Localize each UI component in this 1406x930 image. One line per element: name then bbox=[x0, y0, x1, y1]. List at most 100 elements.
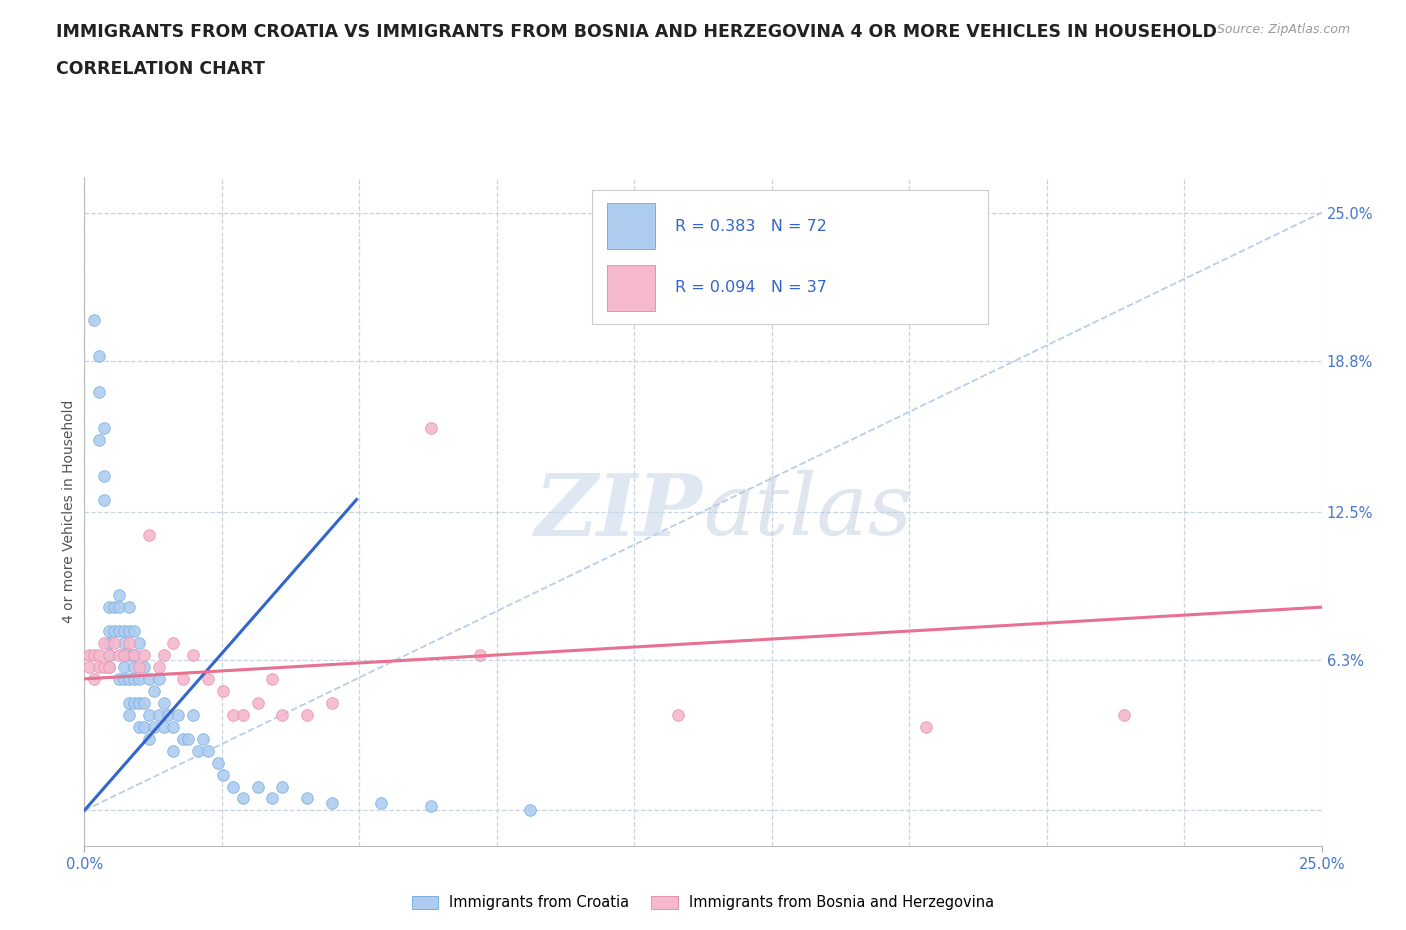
Point bbox=[83, 312, 105, 327]
Point bbox=[262, 671, 284, 686]
Point bbox=[118, 671, 141, 686]
Point bbox=[207, 755, 229, 770]
Point bbox=[89, 659, 111, 674]
Point bbox=[132, 696, 155, 711]
Point bbox=[914, 719, 936, 734]
Point bbox=[122, 659, 145, 674]
Point bbox=[93, 659, 115, 674]
Point bbox=[128, 719, 150, 734]
Point bbox=[222, 708, 245, 723]
Text: ZIP: ZIP bbox=[536, 470, 703, 553]
Point bbox=[89, 384, 111, 399]
Point bbox=[98, 624, 121, 639]
Text: Source: ZipAtlas.com: Source: ZipAtlas.com bbox=[1216, 23, 1350, 36]
Point bbox=[98, 647, 121, 662]
Y-axis label: 4 or more Vehicles in Household: 4 or more Vehicles in Household bbox=[62, 400, 76, 623]
Point bbox=[295, 791, 318, 806]
Point bbox=[132, 659, 155, 674]
Point bbox=[181, 708, 204, 723]
Point bbox=[83, 647, 105, 662]
Point bbox=[93, 492, 115, 507]
Point bbox=[83, 671, 105, 686]
Point bbox=[112, 624, 135, 639]
Point bbox=[246, 696, 269, 711]
Point bbox=[79, 647, 101, 662]
Point bbox=[142, 684, 165, 698]
Point bbox=[321, 796, 343, 811]
Point bbox=[122, 696, 145, 711]
Point bbox=[112, 647, 135, 662]
Point bbox=[112, 635, 135, 650]
Point bbox=[152, 719, 174, 734]
Point bbox=[89, 647, 111, 662]
Point bbox=[132, 647, 155, 662]
Point bbox=[128, 635, 150, 650]
Point bbox=[519, 803, 541, 817]
Point bbox=[138, 671, 160, 686]
Point bbox=[128, 659, 150, 674]
Point bbox=[172, 731, 194, 746]
Point bbox=[162, 743, 184, 758]
Text: CORRELATION CHART: CORRELATION CHART bbox=[56, 60, 266, 78]
Point bbox=[142, 719, 165, 734]
Point bbox=[370, 796, 392, 811]
Point bbox=[419, 798, 441, 813]
Point bbox=[108, 647, 131, 662]
Point bbox=[152, 647, 174, 662]
Point bbox=[232, 791, 254, 806]
Point bbox=[157, 708, 180, 723]
Point bbox=[79, 659, 101, 674]
Point bbox=[177, 731, 200, 746]
Point bbox=[89, 432, 111, 447]
Point bbox=[112, 647, 135, 662]
Point bbox=[295, 708, 318, 723]
Point bbox=[162, 719, 184, 734]
Point bbox=[212, 767, 235, 782]
Point bbox=[118, 635, 141, 650]
Point bbox=[93, 468, 115, 483]
Point bbox=[152, 696, 174, 711]
Text: IMMIGRANTS FROM CROATIA VS IMMIGRANTS FROM BOSNIA AND HERZEGOVINA 4 OR MORE VEHI: IMMIGRANTS FROM CROATIA VS IMMIGRANTS FR… bbox=[56, 23, 1218, 41]
Legend: Immigrants from Croatia, Immigrants from Bosnia and Herzegovina: Immigrants from Croatia, Immigrants from… bbox=[406, 889, 1000, 916]
Point bbox=[197, 671, 219, 686]
Point bbox=[108, 624, 131, 639]
Point bbox=[666, 708, 689, 723]
Point bbox=[122, 647, 145, 662]
Point bbox=[148, 708, 170, 723]
Point bbox=[118, 624, 141, 639]
Point bbox=[103, 635, 125, 650]
Point bbox=[321, 696, 343, 711]
Point bbox=[132, 719, 155, 734]
Point bbox=[162, 635, 184, 650]
Point bbox=[118, 647, 141, 662]
Point bbox=[122, 624, 145, 639]
Point bbox=[108, 588, 131, 603]
Point bbox=[108, 671, 131, 686]
Point bbox=[98, 600, 121, 615]
Point bbox=[271, 708, 294, 723]
Point bbox=[128, 696, 150, 711]
Point bbox=[108, 600, 131, 615]
Point bbox=[112, 671, 135, 686]
Point bbox=[122, 671, 145, 686]
Point bbox=[128, 671, 150, 686]
Point bbox=[93, 635, 115, 650]
Point bbox=[112, 659, 135, 674]
Point bbox=[138, 731, 160, 746]
Point bbox=[138, 708, 160, 723]
Point bbox=[98, 647, 121, 662]
Point bbox=[419, 420, 441, 435]
Point bbox=[167, 708, 190, 723]
Text: atlas: atlas bbox=[703, 471, 912, 552]
Point bbox=[181, 647, 204, 662]
Point bbox=[246, 779, 269, 794]
Point bbox=[98, 659, 121, 674]
Point bbox=[470, 647, 492, 662]
Point bbox=[148, 659, 170, 674]
Point bbox=[93, 420, 115, 435]
Point bbox=[197, 743, 219, 758]
Point bbox=[191, 731, 214, 746]
Point bbox=[232, 708, 254, 723]
Point bbox=[103, 624, 125, 639]
Point bbox=[138, 528, 160, 543]
